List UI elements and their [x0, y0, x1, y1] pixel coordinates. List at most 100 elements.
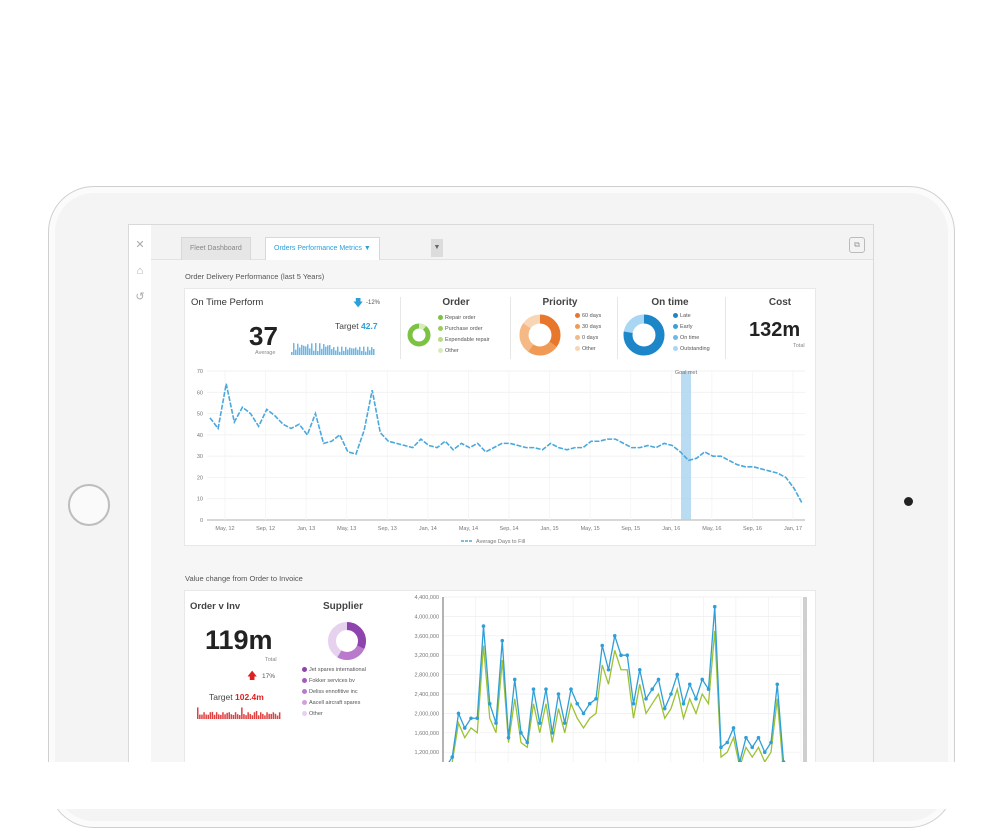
kpi-ordervinv-title: Order v Inv	[190, 601, 241, 612]
supplier-legend-item[interactable]: Fokker services bv	[302, 678, 355, 684]
spark-bar	[291, 352, 293, 355]
spark-bar	[243, 714, 245, 719]
history-icon[interactable]: ↺	[135, 291, 145, 303]
home-button[interactable]	[68, 484, 110, 526]
order-legend-label: Purchase order	[445, 326, 483, 332]
data-point	[694, 697, 698, 701]
divider	[510, 297, 511, 359]
legend-dot	[575, 335, 580, 341]
data-point	[581, 711, 586, 716]
spark-bar	[299, 347, 301, 355]
data-point	[662, 706, 667, 711]
legend-dot	[302, 667, 307, 673]
order-legend-item[interactable]: Purchase order	[438, 326, 483, 332]
data-point	[650, 687, 655, 691]
supplier-legend-item[interactable]: Deliss ennofitive inc	[302, 689, 358, 695]
spark-bar	[234, 712, 237, 719]
spark-bar	[247, 712, 249, 719]
days-to-fill-chart: 0 10 20 30 40 50 60 70 May, 12 Sep, 12 Jan, 13 May,…	[197, 369, 805, 545]
x-tick-label: May, 16	[702, 526, 721, 532]
bottom-mask	[0, 762, 1000, 809]
copy-icon[interactable]: ⧉	[849, 237, 865, 253]
supplier-legend-item[interactable]: Jet spares international	[302, 667, 366, 673]
spark-bar	[319, 343, 321, 355]
data-point	[769, 740, 773, 745]
ontime-legend-item[interactable]: Late	[673, 313, 691, 319]
spark-bar	[301, 344, 303, 355]
y-tick-label: 2,800,000	[415, 673, 439, 679]
kpi-target-value: 42.7	[361, 321, 378, 331]
priority-title: Priority	[542, 297, 578, 308]
data-point	[525, 740, 530, 745]
priority-legend-item[interactable]: 0 days	[575, 335, 598, 341]
spark-bar	[276, 715, 279, 719]
data-point	[562, 721, 567, 725]
data-point	[594, 697, 598, 701]
dashboard-content: Order Delivery Performance (last 5 Years…	[151, 260, 873, 785]
data-point	[519, 731, 523, 735]
spark-bar	[205, 714, 207, 719]
x-tick-label: May, 13	[337, 526, 356, 532]
home-icon[interactable]: ⌂	[136, 265, 144, 277]
ontime-legend-item[interactable]: On time	[673, 335, 699, 341]
spark-bar	[232, 715, 235, 719]
tab-fleet-dashboard[interactable]: Fleet Dashboard	[181, 237, 251, 260]
priority-legend-label: 0 days	[582, 335, 599, 341]
spark-bar	[293, 343, 295, 355]
ontime-title: On time	[651, 297, 689, 308]
data-point	[456, 711, 461, 716]
supplier-legend-item[interactable]: Aacell aircraft spares	[302, 700, 360, 706]
camera-dot	[904, 497, 913, 506]
y-tick-label: 0	[200, 518, 203, 524]
left-rail: ✕ ⌂ ↺	[129, 225, 152, 785]
close-icon[interactable]: ✕	[135, 239, 145, 251]
spark-bar	[341, 346, 343, 355]
tab-orders-performance[interactable]: Orders Performance Metrics ▼	[265, 237, 380, 260]
data-point	[700, 677, 705, 682]
data-point	[681, 701, 686, 706]
spark-bar	[297, 343, 299, 355]
data-point	[725, 740, 730, 745]
data-point	[575, 701, 580, 706]
supplier-legend-label: Other	[309, 711, 323, 717]
spark-bar	[222, 712, 224, 719]
spark-bar	[313, 350, 315, 355]
data-point	[656, 677, 661, 682]
scrollbar[interactable]	[803, 597, 807, 786]
series-legend-label: Average Days to Fill	[476, 539, 525, 545]
y-tick-label: 4,000,000	[415, 614, 439, 620]
ontime-legend-item[interactable]: Early	[673, 324, 693, 330]
spark-bar	[260, 712, 262, 719]
spark-bar	[215, 712, 218, 719]
priority-legend-item[interactable]: 30 days	[575, 324, 601, 330]
spark-bar	[268, 713, 270, 719]
x-tick-label: Sep, 13	[378, 526, 397, 532]
order-legend-item[interactable]: Expendable repair	[438, 337, 490, 343]
priority-legend-item[interactable]: 60 days	[575, 313, 601, 319]
spark-bar	[333, 347, 335, 355]
spark-bar	[311, 343, 313, 355]
x-tick-label: May, 14	[459, 526, 478, 532]
kpi2-target-value: 102.4m	[235, 692, 264, 702]
data-point	[469, 716, 473, 721]
order-legend-item[interactable]: Repair order	[438, 315, 476, 321]
y-tick-label: 1,600,000	[415, 731, 439, 737]
spark-bar	[249, 714, 251, 719]
kpi2-target-label: Target	[209, 692, 233, 702]
supplier-legend-label: Jet spares international	[309, 667, 366, 673]
app-screen: ✕ ⌂ ↺ Fleet Dashboard Orders Performance…	[128, 224, 874, 786]
tab-menu-chevron-icon[interactable]: ▼	[431, 239, 443, 257]
priority-legend-item[interactable]: Other	[575, 346, 596, 352]
supplier-legend-item[interactable]: Other	[302, 711, 323, 717]
legend-dot	[302, 711, 307, 717]
goal-band	[681, 371, 691, 520]
order-legend-label: Expendable repair	[445, 337, 490, 343]
ontime-legend-item[interactable]: Outstanding	[673, 346, 710, 352]
series-line	[445, 606, 797, 777]
legend-dot	[438, 315, 443, 321]
spark-bar	[337, 346, 339, 355]
spark-bar	[353, 348, 355, 355]
order-legend-item[interactable]: Other	[438, 348, 459, 354]
y-tick-label: 2,000,000	[415, 711, 439, 717]
spark-bar	[218, 714, 220, 719]
